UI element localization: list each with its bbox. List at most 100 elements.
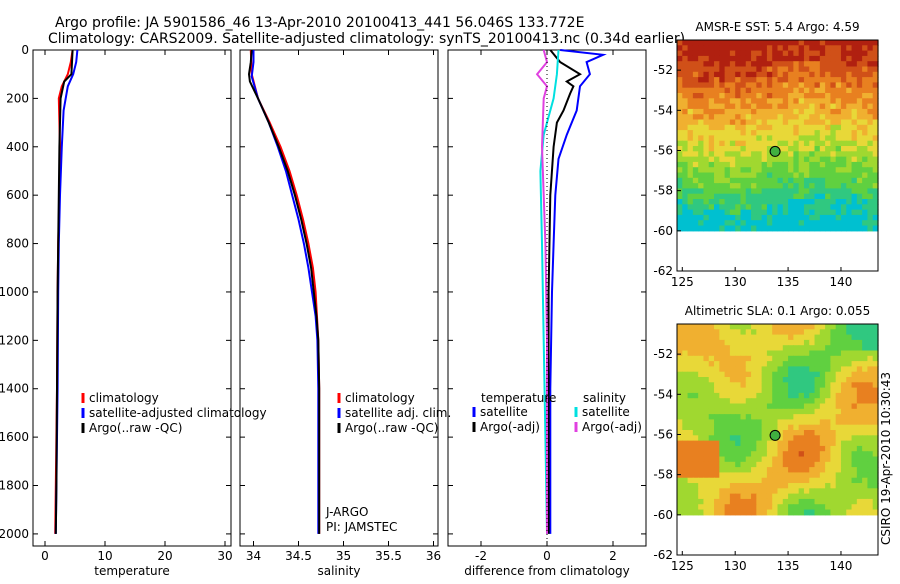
- altimetric-sla-map-cell: [862, 387, 869, 394]
- altimetric-sla-map-cell: [862, 504, 869, 511]
- amsr-sst-map-cell: [867, 82, 874, 89]
- altimetric-sla-map-cell: [761, 345, 768, 352]
- amsr-sst-map-cell: [677, 93, 683, 99]
- amsr-sst-map-cell: [692, 151, 699, 158]
- amsr-sst-map-cell: [872, 135, 879, 142]
- altimetric-sla-map-cell: [735, 440, 742, 447]
- altimetric-sla-map-cell: [756, 414, 763, 421]
- amsr-sst-map-cell: [719, 93, 726, 99]
- amsr-sst-map-cell: [698, 220, 705, 227]
- altimetric-sla-map-cell: [856, 377, 863, 383]
- amsr-sst-map-cell: [851, 146, 858, 152]
- amsr-sst-map-cell: [714, 119, 720, 126]
- altimetric-sla-map-cell: [766, 398, 773, 405]
- amsr-sst-map-cell: [777, 40, 784, 46]
- altimetric-sla-map-cell: [698, 467, 705, 474]
- amsr-sst-map-cell: [751, 61, 757, 68]
- altimetric-sla-map-cell: [825, 377, 831, 383]
- amsr-sst-map-cell: [830, 225, 837, 232]
- altimetric-sla-map-cell: [772, 424, 779, 431]
- altimetric-sla-map-cell: [856, 504, 863, 511]
- amsr-sst-map-cell: [724, 119, 731, 126]
- altimetric-sla-map-cell: [719, 424, 726, 431]
- altimetric-sla-map-cell: [809, 392, 816, 399]
- amsr-sst-map-cell: [798, 135, 805, 142]
- amsr-sst-map-cell: [772, 177, 779, 184]
- altimetric-sla-map-cell: [788, 366, 794, 373]
- altimetric-sla-map-cell: [788, 461, 794, 468]
- altimetric-sla-map-cell: [687, 382, 694, 389]
- altimetric-sla-map-cell: [724, 355, 731, 362]
- amsr-sst-map-cell: [835, 114, 842, 121]
- altimetric-sla-map-cell: [724, 387, 731, 394]
- altimetric-sla-map-cell: [867, 440, 874, 447]
- altimetric-sla-map-cell: [687, 483, 694, 489]
- altimetric-sla-map-cell: [708, 392, 715, 399]
- amsr-sst-map-cell: [682, 199, 689, 205]
- amsr-sst-map-cell: [851, 183, 858, 190]
- amsr-sst-map-cell: [788, 156, 794, 163]
- altimetric-sla-map-cell: [703, 419, 710, 426]
- depth-tick-label: 1600: [0, 430, 29, 444]
- altimetric-sla-map-cell: [761, 488, 768, 495]
- altimetric-sla-map-cell: [708, 329, 715, 336]
- temperature-profile-frame: [32, 49, 232, 547]
- altimetric-sla-map-cell: [708, 350, 715, 357]
- amsr-sst-map-cell: [840, 61, 847, 68]
- altimetric-sla-map-cell: [814, 509, 821, 516]
- altimetric-sla-map-cell: [735, 324, 742, 330]
- altimetric-sla-map-cell: [714, 424, 720, 431]
- amsr-sst-map-cell: [862, 151, 869, 158]
- amsr-sst-map-cell: [682, 156, 689, 163]
- amsr-sst-map-cell: [862, 119, 869, 126]
- altimetric-sla-map-ytick-label: -58: [653, 468, 673, 482]
- altimetric-sla-map-cell: [872, 467, 879, 474]
- amsr-sst-map-cell: [677, 161, 683, 168]
- altimetric-sla-map-cell: [692, 403, 699, 410]
- amsr-sst-map-cell: [692, 220, 699, 227]
- altimetric-sla-map-cell: [703, 445, 710, 452]
- altimetric-sla-map-cell: [698, 339, 705, 346]
- altimetric-sla-map-cell: [798, 345, 805, 352]
- amsr-sst-map-cell: [740, 130, 747, 137]
- altimetric-sla-map-cell: [867, 472, 874, 479]
- amsr-sst-map-cell: [677, 214, 683, 221]
- amsr-sst-map-cell: [761, 45, 768, 52]
- altimetric-sla-map-cell: [751, 382, 757, 389]
- altimetric-sla-map-cell: [756, 493, 763, 500]
- amsr-sst-map-cell: [751, 50, 757, 57]
- altimetric-sla-map-cell: [835, 350, 842, 357]
- amsr-sst-map-cell: [714, 199, 720, 205]
- altimetric-sla-map-cell: [682, 355, 689, 362]
- altimetric-sla-map-cell: [814, 382, 821, 389]
- altimetric-sla-map-cell: [872, 392, 879, 399]
- amsr-sst-map-cell: [745, 71, 752, 78]
- altimetric-sla-map-cell: [819, 461, 826, 468]
- altimetric-sla-map-cell: [740, 440, 747, 447]
- altimetric-sla-map-cell: [851, 461, 858, 468]
- altimetric-sla-map-cell: [761, 504, 768, 511]
- amsr-sst-map-cell: [782, 199, 789, 205]
- amsr-sst-map-cell: [825, 103, 831, 110]
- altimetric-sla-map-cell: [872, 504, 879, 511]
- altimetric-sla-map-cell: [814, 451, 821, 458]
- amsr-sst-map-cell: [872, 209, 879, 216]
- altimetric-sla-map-cell: [867, 339, 874, 346]
- amsr-sst-map-cell: [692, 135, 699, 142]
- amsr-sst-map-cell: [766, 188, 773, 195]
- altimetric-sla-map-cell: [682, 408, 689, 415]
- altimetric-sla-map-cell: [788, 445, 794, 452]
- amsr-sst-map-cell: [714, 108, 720, 115]
- altimetric-sla-map-cell: [856, 339, 863, 346]
- amsr-sst-map-cell: [677, 50, 683, 57]
- altimetric-sla-map-cell: [825, 451, 831, 458]
- altimetric-sla-map-cell: [809, 387, 816, 394]
- altimetric-sla-map-cell: [809, 361, 816, 368]
- altimetric-sla-map-cell: [724, 461, 731, 468]
- amsr-sst-map-cell: [703, 82, 710, 89]
- altimetric-sla-map-cell: [830, 361, 837, 368]
- amsr-sst-map-cell: [782, 108, 789, 115]
- amsr-sst-map-cell: [698, 204, 705, 211]
- amsr-sst-map-cell: [692, 161, 699, 168]
- altimetric-sla-map-cell: [714, 493, 720, 500]
